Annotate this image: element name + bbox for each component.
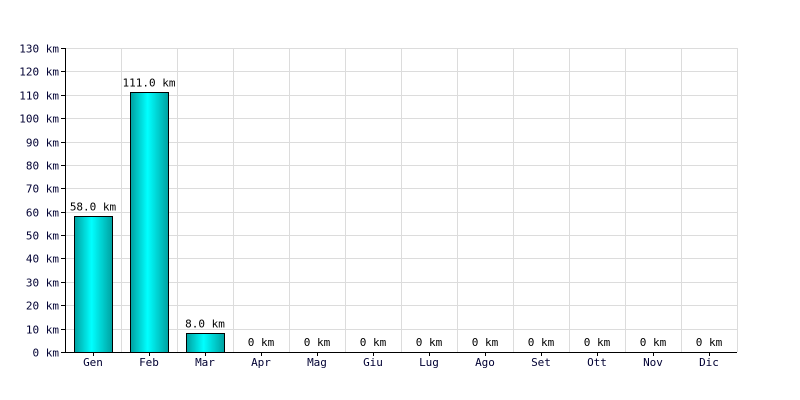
bar-gen bbox=[74, 216, 113, 353]
data-label: 0 km bbox=[360, 336, 387, 349]
data-label: 111.0 km bbox=[123, 76, 176, 89]
y-tick-label: 60 km bbox=[26, 207, 59, 220]
data-label: 0 km bbox=[640, 336, 667, 349]
y-axis-ticks: 0 km 10 km 20 km 30 km 40 km 50 km 60 km 70 km 8… bbox=[19, 43, 65, 360]
x-tick-label: Apr bbox=[251, 356, 271, 369]
bar-feb bbox=[130, 92, 169, 353]
y-tick-label: 130 km bbox=[19, 43, 59, 56]
data-label: 0 km bbox=[528, 336, 555, 349]
x-tick-label: Gen bbox=[83, 356, 103, 369]
data-label: 0 km bbox=[584, 336, 611, 349]
y-tick-label: 0 km bbox=[33, 347, 60, 360]
x-tick-label: Mag bbox=[307, 356, 327, 369]
data-labels-layer: 58.0 km 111.0 km 8.0 km 0 km 0 km 0 km 0 km 0 k… bbox=[70, 76, 723, 349]
grid-layer bbox=[65, 48, 738, 352]
y-tick-label: 120 km bbox=[19, 66, 59, 79]
x-tick-label: Dic bbox=[699, 356, 719, 369]
y-tick-label: 50 km bbox=[26, 230, 59, 243]
y-tick-label: 40 km bbox=[26, 253, 59, 266]
data-label: 0 km bbox=[248, 336, 275, 349]
data-label: 0 km bbox=[472, 336, 499, 349]
x-axis-ticks: Gen Feb Mar Apr Mag Giu Lug Ago Set Ott Nov Dic bbox=[83, 352, 719, 369]
data-label: 0 km bbox=[304, 336, 331, 349]
x-tick-label: Lug bbox=[419, 356, 439, 369]
x-tick-label: Set bbox=[531, 356, 551, 369]
x-tick-label: Feb bbox=[139, 356, 159, 369]
y-tick-label: 90 km bbox=[26, 137, 59, 150]
data-label: 58.0 km bbox=[70, 200, 117, 213]
bars-layer bbox=[74, 92, 225, 353]
data-label: 8.0 km bbox=[185, 317, 225, 330]
x-tick-label: Mar bbox=[195, 356, 215, 369]
x-tick-label: Ago bbox=[475, 356, 495, 369]
y-tick-label: 10 km bbox=[26, 324, 59, 337]
y-tick-label: 110 km bbox=[19, 90, 59, 103]
x-tick-label: Ott bbox=[587, 356, 607, 369]
x-tick-label: Nov bbox=[643, 356, 663, 369]
y-tick-label: 100 km bbox=[19, 113, 59, 126]
y-tick-label: 80 km bbox=[26, 160, 59, 173]
axes-layer bbox=[65, 48, 737, 353]
bar-mar bbox=[186, 333, 225, 353]
y-tick-label: 20 km bbox=[26, 300, 59, 313]
x-tick-label: Giu bbox=[363, 356, 383, 369]
y-tick-label: 30 km bbox=[26, 277, 59, 290]
data-label: 0 km bbox=[696, 336, 723, 349]
y-tick-label: 70 km bbox=[26, 183, 59, 196]
data-label: 0 km bbox=[416, 336, 443, 349]
